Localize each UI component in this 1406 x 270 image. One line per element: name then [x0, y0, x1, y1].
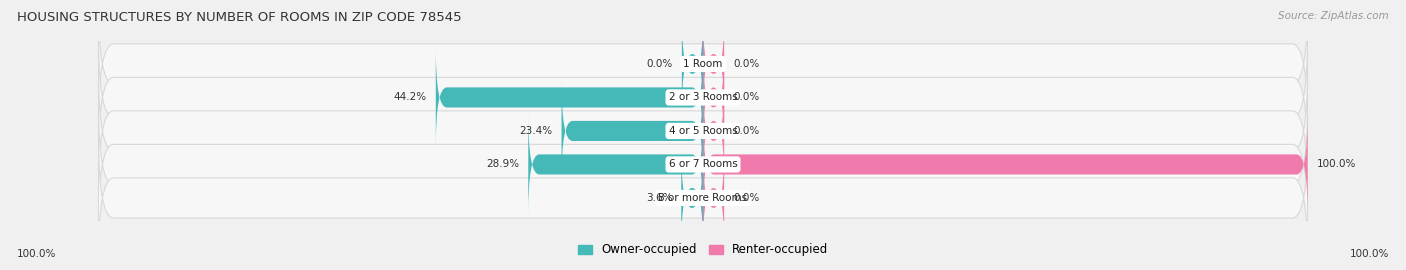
FancyBboxPatch shape	[436, 47, 703, 148]
Legend: Owner-occupied, Renter-occupied: Owner-occupied, Renter-occupied	[572, 239, 834, 261]
Text: 1 Room: 1 Room	[683, 59, 723, 69]
Text: 28.9%: 28.9%	[486, 160, 519, 170]
Text: 100.0%: 100.0%	[17, 249, 56, 259]
Text: 44.2%: 44.2%	[394, 92, 426, 102]
Text: 0.0%: 0.0%	[734, 59, 759, 69]
FancyBboxPatch shape	[682, 14, 703, 114]
Text: Source: ZipAtlas.com: Source: ZipAtlas.com	[1278, 11, 1389, 21]
Text: 4 or 5 Rooms: 4 or 5 Rooms	[669, 126, 737, 136]
FancyBboxPatch shape	[98, 134, 1308, 262]
Text: 0.0%: 0.0%	[734, 126, 759, 136]
FancyBboxPatch shape	[703, 114, 1308, 215]
Text: 6 or 7 Rooms: 6 or 7 Rooms	[669, 160, 737, 170]
Text: 0.0%: 0.0%	[734, 92, 759, 102]
Text: 0.0%: 0.0%	[647, 59, 672, 69]
FancyBboxPatch shape	[98, 101, 1308, 228]
FancyBboxPatch shape	[98, 34, 1308, 161]
Text: 100.0%: 100.0%	[1316, 160, 1355, 170]
FancyBboxPatch shape	[703, 14, 724, 114]
Text: 2 or 3 Rooms: 2 or 3 Rooms	[669, 92, 737, 102]
Text: 3.6%: 3.6%	[645, 193, 672, 203]
Text: 8 or more Rooms: 8 or more Rooms	[658, 193, 748, 203]
Text: 23.4%: 23.4%	[519, 126, 553, 136]
Text: 100.0%: 100.0%	[1350, 249, 1389, 259]
FancyBboxPatch shape	[98, 67, 1308, 195]
FancyBboxPatch shape	[98, 0, 1308, 128]
FancyBboxPatch shape	[703, 47, 724, 148]
FancyBboxPatch shape	[682, 148, 703, 248]
Text: HOUSING STRUCTURES BY NUMBER OF ROOMS IN ZIP CODE 78545: HOUSING STRUCTURES BY NUMBER OF ROOMS IN…	[17, 11, 461, 24]
FancyBboxPatch shape	[529, 114, 703, 215]
FancyBboxPatch shape	[703, 148, 724, 248]
Text: 0.0%: 0.0%	[734, 193, 759, 203]
FancyBboxPatch shape	[561, 81, 703, 181]
FancyBboxPatch shape	[703, 81, 724, 181]
